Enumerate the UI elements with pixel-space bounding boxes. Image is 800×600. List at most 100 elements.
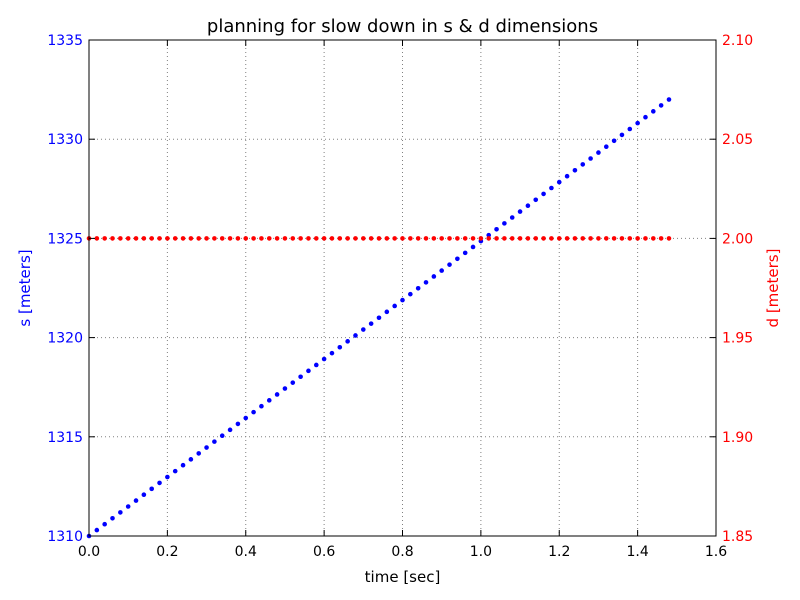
- data-point: [392, 236, 397, 241]
- data-point: [384, 236, 390, 241]
- data-point: [564, 173, 570, 179]
- data-point: [266, 398, 272, 403]
- data-point: [494, 236, 499, 241]
- data-point: [666, 97, 672, 102]
- data-point: [204, 445, 209, 450]
- data-point: [423, 236, 429, 241]
- data-point: [588, 156, 593, 161]
- data-point: [313, 236, 319, 241]
- data-point: [180, 462, 186, 468]
- data-point: [125, 504, 131, 509]
- data-point: [588, 236, 593, 241]
- data-point: [643, 114, 648, 120]
- data-point: [549, 185, 554, 191]
- data-point: [596, 236, 601, 241]
- data-point: [118, 510, 123, 515]
- data-point: [227, 236, 233, 241]
- x-tick-label: 0.2: [156, 544, 178, 560]
- data-point: [603, 236, 609, 241]
- data-point: [306, 236, 311, 241]
- data-point: [251, 236, 256, 241]
- data-point: [321, 356, 327, 362]
- data-point: [118, 236, 123, 241]
- data-point: [133, 236, 139, 241]
- data-point: [149, 236, 154, 241]
- data-point: [219, 236, 225, 241]
- s-series: [86, 97, 672, 539]
- data-point: [165, 236, 170, 241]
- data-point: [580, 162, 586, 167]
- data-point: [525, 203, 531, 208]
- data-point: [658, 103, 664, 108]
- x-axis-label: time [sec]: [365, 568, 441, 586]
- data-point: [125, 236, 131, 241]
- data-point: [141, 492, 147, 498]
- y-right-tick-label: 1.95: [722, 331, 753, 347]
- data-point: [368, 321, 374, 326]
- data-point: [172, 468, 178, 474]
- y-left-tick-label: 1315: [47, 430, 83, 446]
- data-point: [651, 236, 656, 241]
- data-point: [196, 236, 202, 241]
- data-point: [572, 236, 578, 241]
- data-point: [212, 236, 217, 241]
- data-point: [455, 236, 460, 241]
- data-point: [329, 350, 335, 356]
- data-point: [408, 291, 413, 297]
- data-point: [321, 236, 327, 241]
- data-point: [486, 232, 492, 238]
- data-point: [157, 480, 162, 486]
- data-point: [470, 244, 476, 250]
- data-point: [611, 138, 617, 144]
- data-point: [439, 268, 444, 273]
- grid: [89, 40, 716, 536]
- data-point: [643, 236, 648, 241]
- data-point: [572, 168, 578, 173]
- data-point: [509, 236, 515, 241]
- data-point: [337, 236, 343, 241]
- data-point: [603, 144, 609, 150]
- data-point: [102, 521, 107, 527]
- data-point: [353, 236, 358, 241]
- data-point: [196, 451, 202, 456]
- data-point: [290, 380, 296, 385]
- data-point: [470, 236, 476, 241]
- data-point: [392, 303, 397, 309]
- y-right-tick-label: 1.90: [722, 430, 753, 446]
- data-point: [235, 421, 241, 427]
- data-point: [243, 415, 249, 421]
- data-point: [361, 236, 366, 241]
- data-point: [635, 120, 640, 126]
- data-point: [376, 236, 382, 241]
- data-point: [619, 132, 625, 138]
- data-point: [94, 236, 100, 241]
- x-tick-label: 1.2: [548, 544, 570, 560]
- data-point: [282, 236, 288, 241]
- data-point: [110, 236, 115, 241]
- data-point: [455, 256, 460, 262]
- data-point: [549, 236, 554, 241]
- y-right-tick-label: 2.10: [722, 33, 753, 49]
- y-right-tick-label: 2.05: [722, 132, 753, 148]
- data-point: [259, 403, 264, 409]
- data-point: [533, 236, 539, 241]
- y-right-tick-label: 1.85: [722, 529, 753, 545]
- data-point: [274, 392, 280, 397]
- data-point: [619, 236, 625, 241]
- data-point: [517, 236, 523, 241]
- data-point: [502, 236, 507, 241]
- data-point: [462, 236, 468, 241]
- y-left-tick-label: 1325: [47, 231, 83, 247]
- y-left-tick-label: 1330: [47, 132, 83, 148]
- x-tick-label: 0.8: [391, 544, 413, 560]
- data-point: [502, 221, 507, 226]
- data-point: [149, 486, 154, 492]
- data-point: [384, 309, 390, 315]
- x-tick-label: 1.0: [470, 544, 492, 560]
- data-point: [415, 236, 421, 241]
- data-point: [400, 297, 405, 303]
- data-point: [251, 409, 256, 415]
- data-point: [556, 236, 562, 241]
- data-point: [141, 236, 147, 241]
